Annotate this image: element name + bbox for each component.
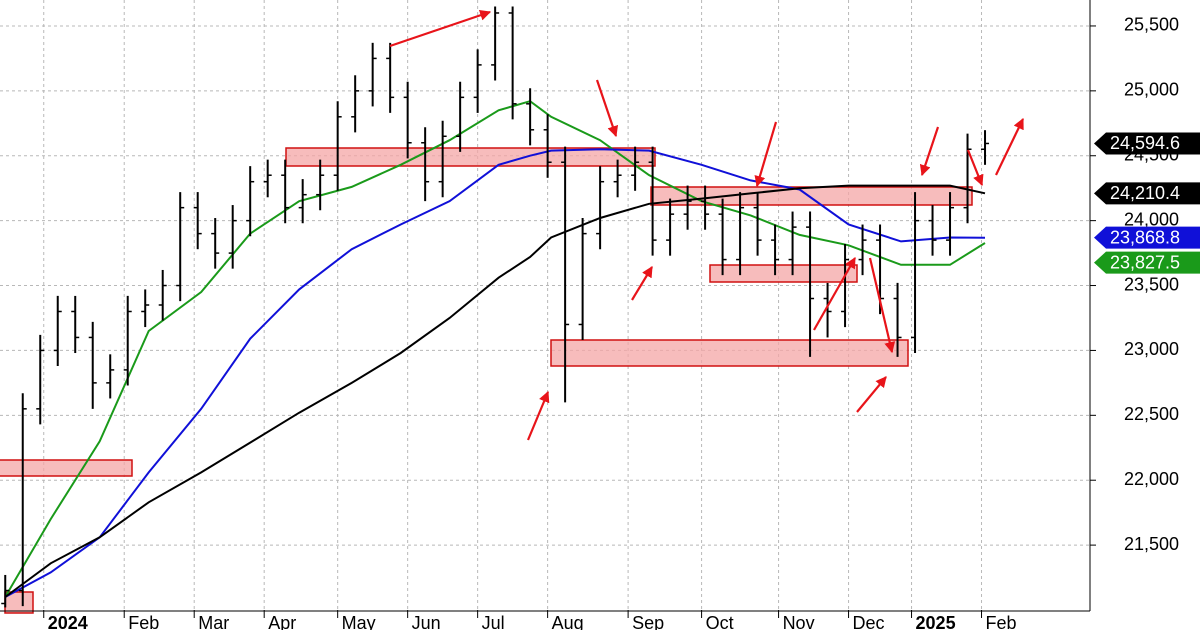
resistance-zone: [650, 186, 973, 206]
y-tick-label: 23,500: [1124, 274, 1179, 294]
last-value-labels: 24,594.6 24,210.4 23,868.8 23,827.5: [1094, 132, 1200, 274]
arrow: [754, 121, 778, 188]
resistance-zone: [285, 147, 656, 167]
x-tick-label: Mar: [198, 613, 229, 630]
last-value-box: [1094, 182, 1200, 205]
arrow: [919, 126, 940, 177]
support-zone: [709, 264, 858, 283]
x-tick-label: 2024: [48, 613, 88, 630]
x-tick-label: Apr: [268, 613, 296, 630]
x-tick-label: Jul: [482, 613, 505, 630]
support-zone: [0, 459, 133, 477]
arrow: [856, 376, 887, 413]
last-value-box: [1094, 251, 1200, 274]
arrow: [966, 149, 984, 187]
moving-average-line: [4, 148, 986, 598]
last-value-label: 24,210.4: [1110, 183, 1180, 203]
axes: 21,500 22,000 22,500 23,000 23,500 24,000 24,5…: [43, 15, 1179, 630]
x-tick-label: Aug: [552, 613, 584, 630]
y-tick-label: 23,000: [1124, 339, 1179, 359]
x-tick-label: Feb: [128, 613, 159, 630]
last-value-label: 23,868.8: [1110, 227, 1180, 247]
moving-average-line: [4, 100, 986, 598]
arrow: [813, 257, 856, 331]
x-tick-label: Dec: [853, 613, 885, 630]
y-tick-label: 25,000: [1124, 80, 1179, 100]
moving-averages: [4, 100, 986, 598]
arrow: [595, 79, 619, 138]
arrow: [389, 9, 492, 48]
x-tick-label: Jun: [412, 613, 441, 630]
y-tick-label: 22,500: [1124, 404, 1179, 424]
arrow: [868, 257, 896, 354]
y-tick-label: 24,000: [1124, 209, 1179, 229]
x-tick-label: Feb: [986, 613, 1017, 630]
arrow: [995, 118, 1024, 176]
y-tick-label: 22,000: [1124, 469, 1179, 489]
last-value-box: [1094, 226, 1200, 249]
arrow: [631, 266, 653, 301]
y-tick-label: 21,500: [1124, 534, 1179, 554]
last-value-box: [1094, 132, 1200, 155]
y-tick-label: 25,500: [1124, 15, 1179, 35]
x-tick-label: Nov: [783, 613, 815, 630]
x-tick-label: Oct: [706, 613, 734, 630]
annotation-arrows: [389, 9, 1024, 441]
x-tick-label: Sep: [632, 613, 664, 630]
arrow: [526, 390, 550, 441]
last-value-label: 23,827.5: [1110, 252, 1180, 272]
price-bars: [1, 6, 990, 608]
moving-average-line: [4, 184, 986, 598]
support-zone: [550, 339, 909, 367]
x-tick-label: May: [342, 613, 376, 630]
last-value-label: 24,594.6: [1110, 133, 1180, 153]
annotation-zones: [0, 147, 973, 614]
x-tick-label: 2025: [916, 613, 956, 630]
